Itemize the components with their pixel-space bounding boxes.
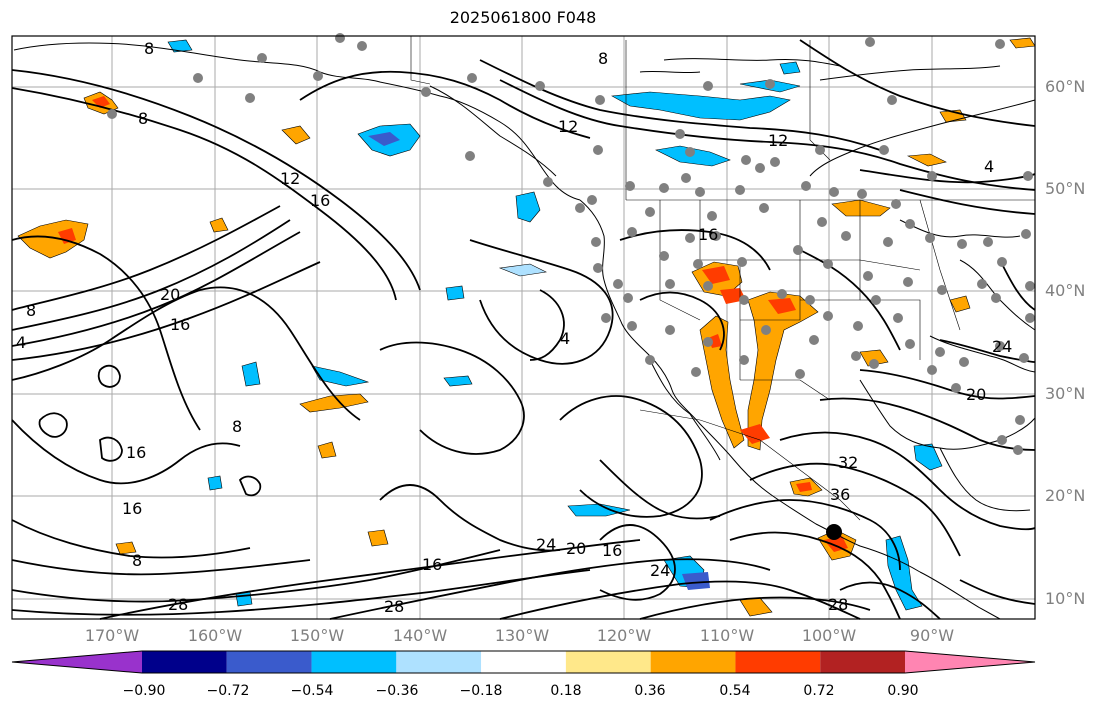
contour-label: 36 bbox=[830, 485, 850, 504]
contour-label: 8 bbox=[144, 39, 154, 58]
colorbar-segment bbox=[311, 651, 397, 673]
isotach-contours bbox=[11, 39, 1036, 620]
contour-label: 4 bbox=[984, 157, 994, 176]
contour-label: 4 bbox=[560, 329, 570, 348]
lon-label: 110°W bbox=[699, 626, 755, 645]
colorbar-segment bbox=[820, 651, 905, 673]
contour-label: 16 bbox=[122, 499, 142, 518]
colorbar-tick-label: 0.54 bbox=[719, 683, 751, 699]
colorbar-tick-label: −0.54 bbox=[290, 683, 334, 699]
lon-label: 160°W bbox=[187, 626, 243, 645]
contour-labels: 8 8 8 12 12 12 4 16 20 16 4 8 16 16 8 16… bbox=[16, 39, 1012, 616]
contour-label: 24 bbox=[992, 337, 1012, 356]
lon-label: 120°W bbox=[596, 626, 652, 645]
contour-label: 12 bbox=[280, 169, 300, 188]
lon-label: 150°W bbox=[289, 626, 345, 645]
lon-label: 90°W bbox=[909, 626, 955, 645]
lat-label: 50°N bbox=[1045, 179, 1086, 198]
colorbar-tick-label: 0.90 bbox=[887, 683, 919, 699]
lat-label: 40°N bbox=[1045, 281, 1086, 300]
contour-label: 24 bbox=[536, 535, 556, 554]
contour-label: 24 bbox=[650, 561, 670, 580]
contour-label: 20 bbox=[566, 539, 586, 558]
colorbar-outline bbox=[11, 650, 1036, 674]
colorbar-extend-low bbox=[12, 651, 142, 673]
lon-label: 140°W bbox=[392, 626, 448, 645]
map-title: 2025061800 F048 bbox=[449, 8, 597, 27]
contour-label: 8 bbox=[26, 301, 36, 320]
contour-label: 32 bbox=[838, 453, 858, 472]
contour-label: 8 bbox=[598, 49, 608, 68]
lon-label: 100°W bbox=[801, 626, 857, 645]
contour-label: 8 bbox=[232, 417, 242, 436]
colorbar-segment bbox=[226, 651, 312, 673]
negative-vv-shading bbox=[167, 39, 943, 611]
colorbar-segment bbox=[650, 651, 736, 673]
colorbar-segment bbox=[396, 651, 482, 673]
contour-label: 20 bbox=[966, 385, 986, 404]
colorbar-tick-label: −0.90 bbox=[122, 683, 166, 699]
contour-label: 16 bbox=[422, 555, 442, 574]
colorbar-segment bbox=[142, 651, 227, 673]
colorbar-extend-high bbox=[905, 651, 1035, 673]
positive-vv-shading bbox=[17, 37, 1036, 617]
contour-label: 16 bbox=[170, 315, 190, 334]
lat-label: 20°N bbox=[1045, 486, 1086, 505]
contour-label: 16 bbox=[602, 541, 622, 560]
contour-label: 28 bbox=[168, 595, 188, 614]
map-background bbox=[12, 36, 1035, 619]
contour-label: 28 bbox=[384, 597, 404, 616]
contour-label: 16 bbox=[310, 191, 330, 210]
lat-label: 30°N bbox=[1045, 384, 1086, 403]
lat-label: 60°N bbox=[1045, 77, 1086, 96]
map-frame bbox=[11, 35, 1036, 620]
colorbar-tick-label: −0.36 bbox=[375, 683, 419, 699]
colorbar-tick-label: 0.36 bbox=[634, 683, 666, 699]
contour-label: 28 bbox=[828, 595, 848, 614]
lat-label: 10°N bbox=[1045, 589, 1086, 608]
station-dots bbox=[107, 33, 1035, 540]
colorbar-tick-label: 0.18 bbox=[550, 683, 582, 699]
colorbar-segment bbox=[481, 651, 566, 673]
contour-label: 8 bbox=[132, 551, 142, 570]
colorbar-tick-label: −0.72 bbox=[206, 683, 250, 699]
contour-label: 16 bbox=[698, 225, 718, 244]
contour-label: 20 bbox=[160, 285, 180, 304]
colorbar-tick-label: −0.18 bbox=[459, 683, 503, 699]
lon-label: 170°W bbox=[84, 626, 140, 645]
lat-lon-grid bbox=[12, 36, 1035, 619]
contour-label: 16 bbox=[126, 443, 146, 462]
contour-label: 12 bbox=[558, 117, 578, 136]
lon-label: 130°W bbox=[494, 626, 550, 645]
colorbar-segment bbox=[565, 651, 651, 673]
contour-label: 4 bbox=[16, 333, 26, 352]
contour-label: 8 bbox=[138, 109, 148, 128]
colorbar-segment bbox=[735, 651, 821, 673]
colorbar-tick-label: 0.72 bbox=[803, 683, 835, 699]
contour-label: 12 bbox=[768, 131, 788, 150]
political-boundaries bbox=[410, 36, 1035, 521]
colorbar bbox=[11, 650, 1036, 674]
